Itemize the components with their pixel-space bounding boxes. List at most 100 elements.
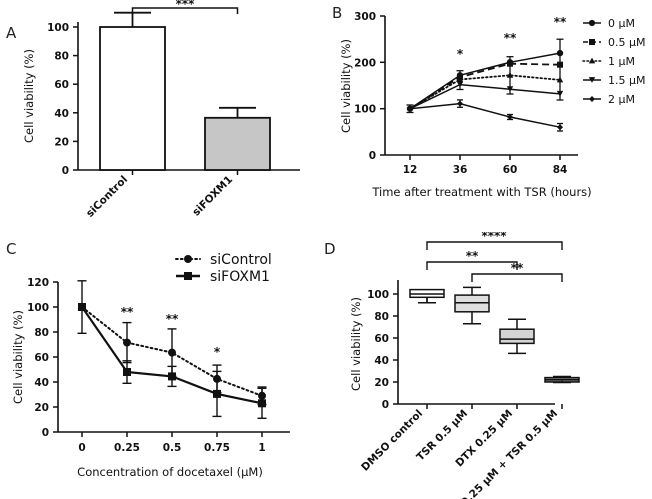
legend-marker-triangle-down: [588, 77, 596, 83]
panel-d-stars-2: **: [511, 261, 524, 275]
panel-a-category-sifoxm1: siFOXM1: [190, 174, 235, 219]
panel-b-ytick-0: 0: [369, 150, 376, 162]
panel-b-ytick-100: 100: [354, 104, 376, 116]
panel-d-letter: D: [324, 240, 336, 258]
panel-d-bracket-tsr-dtxtsr: [471, 273, 563, 282]
panel-c-legend-label-sifoxm1: siFOXM1: [210, 269, 270, 285]
panel-c-ytick-80: 80: [34, 327, 49, 339]
panel-b-star-60: **: [504, 31, 517, 45]
panel-c-xtick-025: 0.25: [114, 442, 140, 454]
legend-marker-diamond: [589, 96, 595, 102]
panel-b-y-label: Cell viability (%): [339, 39, 353, 133]
panel-d-ytick-60: 60: [374, 333, 389, 345]
panel-d-stars-0: ****: [481, 232, 507, 243]
panel-a-bar-sicontrol: [99, 26, 166, 171]
panel-b-xtick-84: 84: [553, 164, 568, 176]
panel-c-x-ticks: [81, 432, 263, 437]
panel-d-bracket-dmso-dtx: [426, 261, 518, 270]
panel-d-x-ticks: [426, 404, 563, 409]
panel-b-y-ticks: 0 100 200 300: [354, 11, 385, 162]
panel-c-ytick-20: 20: [34, 402, 49, 414]
panel-d-box-dmso-control: [409, 288, 445, 304]
legend-marker-square: [589, 39, 595, 45]
legend-marker-triangle: [588, 57, 596, 64]
panel-b-series-1um-line: [409, 74, 561, 110]
panel-c-ytick-120: 120: [27, 277, 49, 289]
panel-c-legend-marker-square: [184, 272, 192, 280]
panel-c-star-075: *: [214, 345, 221, 359]
panel-b-legend-label-4: 2 µM: [608, 93, 635, 106]
panel-b-ytick-300: 300: [354, 11, 376, 23]
panel-b-letter: B: [332, 4, 343, 22]
panel-c-xtick-05: 0.5: [163, 442, 182, 454]
panel-a-errorbar-sicontrol: [114, 11, 151, 27]
panel-a-significance-bracket: [131, 7, 239, 14]
panel-a-ytick-0: 0: [62, 165, 69, 177]
panel-c-x-label: Concentration of docetaxel (µM): [77, 465, 263, 479]
panel-c: C 0 20 40 60 80 100 120 Cell viability (…: [0, 232, 330, 499]
panel-b-legend-label-0: 0 µM: [608, 17, 635, 30]
panel-b-star-36: *: [457, 47, 464, 61]
panel-b: B 0 100 200 300 Cell viability (%) 12 36…: [330, 0, 652, 210]
panel-d-significance-brackets: [426, 241, 563, 282]
panel-b-series-2um-line: [409, 102, 561, 128]
panel-a-ytick-40: 40: [54, 108, 69, 120]
panel-b-legend-label-1: 0.5 µM: [608, 36, 645, 49]
panel-a-significance-stars: ***: [176, 0, 196, 11]
panel-c-ytick-40: 40: [34, 377, 49, 389]
panel-d-y-ticks: 0 20 40 60 80 100: [367, 289, 398, 411]
panel-b-legend-label-2: 1 µM: [608, 55, 635, 68]
panel-b-series-15um-line: [409, 83, 561, 110]
panel-b-xtick-12: 12: [403, 164, 418, 176]
panel-d-ytick-20: 20: [374, 377, 389, 389]
panel-d-plot: 0 20 40 60 80 100 Cell viability (%): [349, 232, 580, 499]
panel-c-letter: C: [6, 240, 17, 258]
panel-c-star-025: **: [121, 305, 134, 319]
panel-a-ytick-100: 100: [47, 22, 69, 34]
panel-b-error-bars: [406, 38, 564, 132]
panel-d: D 0 20 40 60 80 100 Cell viability (%): [320, 232, 652, 499]
panel-d-stars-1: **: [466, 249, 479, 263]
panel-c-y-label: Cell viability (%): [11, 310, 25, 404]
panel-c-y-ticks: 0 20 40 60 80 100 120: [27, 277, 58, 439]
panel-d-ytick-100: 100: [367, 289, 389, 301]
panel-b-xtick-36: 36: [453, 164, 468, 176]
panel-b-series-05um-line: [409, 62, 561, 110]
panel-a-ytick-60: 60: [54, 79, 69, 91]
panel-d-ytick-0: 0: [382, 399, 389, 411]
panel-c-legend-marker-circle: [184, 255, 192, 263]
panel-c-legend: siControl siFOXM1: [175, 252, 272, 285]
panel-d-category-dmso: DMSO control: [359, 408, 425, 474]
panel-a-plot: 0 20 40 60 80 100 Cell viability (%) siC…: [22, 0, 300, 220]
panel-c-ytick-60: 60: [34, 352, 49, 364]
panel-c-ytick-0: 0: [42, 427, 49, 439]
panel-c-ytick-100: 100: [27, 302, 49, 314]
panel-b-x-label: Time after treatment with TSR (hours): [371, 185, 591, 199]
panel-c-star-05: **: [166, 312, 179, 326]
panel-c-markers: [78, 303, 266, 408]
panel-c-xtick-0: 0: [78, 442, 85, 454]
panel-b-series-0um-line: [409, 52, 561, 110]
panel-b-ytick-200: 200: [354, 57, 376, 69]
panel-d-box-dtx-tsr: [544, 375, 580, 384]
panel-c-xtick-075: 0.75: [204, 442, 230, 454]
panel-a-y-ticks: 0 20 40 60 80 100: [47, 22, 78, 177]
panel-d-box-tsr: [454, 286, 490, 325]
panel-d-y-label: Cell viability (%): [349, 297, 363, 391]
panel-b-star-84: **: [554, 15, 567, 29]
panel-b-x-ticks: [409, 155, 561, 160]
panel-c-plot: 0 20 40 60 80 100 120 Cell viability (%)…: [11, 252, 290, 479]
panel-a-x-ticks: [131, 170, 239, 175]
panel-a: A 0 20 40 60 80 100 Cell viability (%): [0, 0, 330, 230]
panel-c-error-bars-sifoxm1: [122, 360, 267, 420]
panel-a-errorbar-sifoxm1: [219, 106, 256, 118]
panel-d-bracket-dmso-dtxtsr: [426, 241, 563, 250]
panel-b-legend: 0 µM 0.5 µM 1 µM 1.5 µM 2 µM: [582, 17, 645, 106]
panel-b-xtick-60: 60: [503, 164, 518, 176]
panel-a-bar-sifoxm1: [204, 116, 271, 171]
panel-d-ytick-80: 80: [374, 311, 389, 323]
panel-a-category-sicontrol: siControl: [84, 174, 130, 220]
panel-b-legend-label-3: 1.5 µM: [608, 74, 645, 87]
panel-b-markers: [406, 49, 564, 131]
panel-d-ytick-40: 40: [374, 355, 389, 367]
